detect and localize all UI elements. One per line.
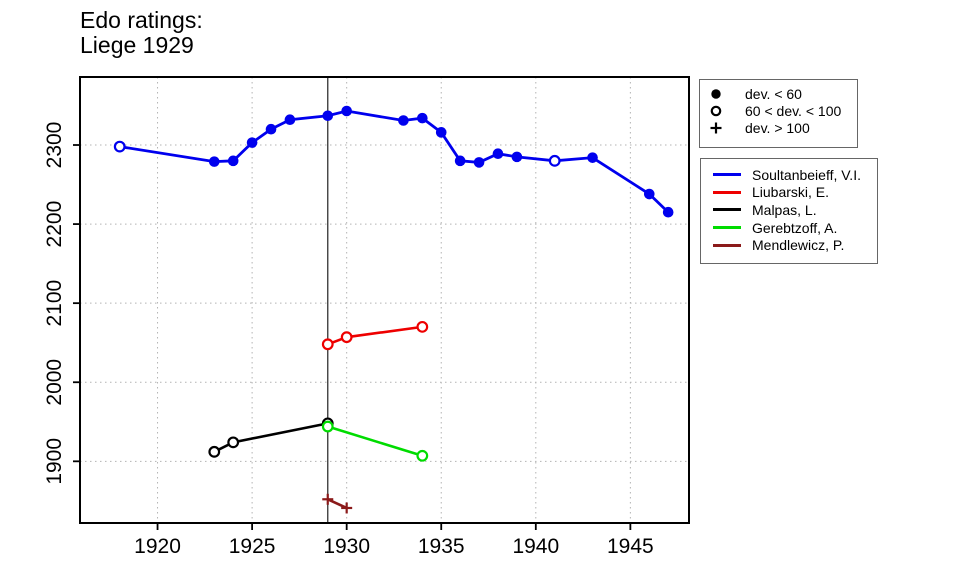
data-point-open bbox=[340, 331, 353, 344]
series-legend-label: Mendlewicz, P. bbox=[752, 237, 845, 254]
series-line bbox=[327, 498, 348, 510]
data-point-open bbox=[227, 436, 240, 449]
series-line bbox=[119, 109, 670, 214]
x-tick-label: 1920 bbox=[134, 535, 181, 558]
chart-title-line2: Liege 1929 bbox=[80, 32, 194, 58]
chart-title: Edo ratings: Liege 1929 bbox=[80, 8, 203, 58]
marker-legend-label: dev. < 60 bbox=[745, 85, 802, 102]
series-line bbox=[327, 425, 423, 458]
x-tick-label: 1925 bbox=[229, 535, 276, 558]
series-color-swatch bbox=[713, 208, 741, 212]
data-point-filled bbox=[643, 188, 655, 200]
series-color-swatch bbox=[713, 190, 741, 194]
data-point-filled bbox=[473, 157, 485, 168]
data-point-filled bbox=[246, 137, 258, 148]
x-tick-label: 1945 bbox=[607, 535, 654, 558]
series-legend-label: Soultanbeieff, V.I. bbox=[752, 166, 861, 183]
data-point-open bbox=[416, 320, 429, 333]
data-point-open bbox=[416, 449, 429, 462]
x-tick-label: 1940 bbox=[512, 535, 559, 558]
data-point-open bbox=[208, 445, 221, 458]
y-tick-label: 2100 bbox=[43, 280, 66, 327]
data-point-open bbox=[321, 420, 334, 433]
series-color-swatch bbox=[713, 243, 741, 247]
data-point-filled bbox=[398, 115, 409, 126]
data-point-filled bbox=[454, 155, 466, 167]
series-legend: Soultanbeieff, V.I. Liubarski, E. Malpas… bbox=[700, 158, 878, 264]
series-legend-label: Gerebtzoff, A. bbox=[752, 219, 838, 236]
data-point-open bbox=[113, 140, 126, 153]
filled-circle-icon bbox=[708, 87, 724, 101]
data-point-filled bbox=[265, 123, 277, 135]
data-point-open bbox=[548, 154, 561, 167]
data-point-filled bbox=[417, 112, 428, 124]
series-legend-row: Soultanbeieff, V.I. bbox=[701, 166, 877, 184]
series-legend-row: Malpas, L. bbox=[701, 201, 877, 219]
open-circle-icon bbox=[708, 104, 724, 118]
data-point-filled bbox=[492, 148, 504, 160]
y-tick-label: 2000 bbox=[43, 359, 66, 406]
data-point-filled bbox=[662, 206, 674, 218]
series-color-swatch bbox=[713, 173, 741, 177]
chart-title-line1: Edo ratings: bbox=[80, 7, 203, 33]
series-color-swatch bbox=[713, 226, 741, 230]
y-tick-label: 2200 bbox=[43, 201, 66, 248]
marker-legend-row: dev. > 100 bbox=[700, 119, 857, 136]
x-tick-label: 1935 bbox=[418, 535, 465, 558]
marker-legend-row: dev. < 60 bbox=[700, 85, 857, 102]
data-point-filled bbox=[322, 110, 334, 122]
series-legend-row: Mendlewicz, P. bbox=[701, 236, 877, 254]
series-legend-row: Liubarski, E. bbox=[701, 184, 877, 202]
series-legend-row: Gerebtzoff, A. bbox=[701, 219, 877, 237]
marker-legend-label: 60 < dev. < 100 bbox=[745, 102, 842, 119]
series-legend-label: Liubarski, E. bbox=[752, 184, 830, 201]
data-point-filled bbox=[208, 156, 220, 167]
marker-legend-label: dev. > 100 bbox=[745, 119, 810, 136]
marker-legend-row: 60 < dev. < 100 bbox=[700, 102, 857, 119]
data-point-filled bbox=[511, 151, 523, 163]
y-tick-label: 1900 bbox=[43, 438, 66, 485]
data-point-filled bbox=[587, 152, 598, 163]
marker-legend: dev. < 60 60 < dev. < 100 dev. > 100 bbox=[699, 79, 858, 148]
plus-icon bbox=[708, 121, 724, 135]
y-tick-label: 2300 bbox=[43, 122, 66, 169]
plot-box bbox=[79, 76, 690, 524]
series-legend-label: Malpas, L. bbox=[752, 201, 817, 218]
data-point-filled bbox=[227, 155, 239, 167]
x-tick-label: 1930 bbox=[323, 535, 370, 558]
data-point-filled bbox=[284, 114, 296, 126]
data-point-filled bbox=[435, 127, 447, 138]
data-point-open bbox=[321, 338, 334, 351]
data-point-filled bbox=[341, 105, 352, 117]
